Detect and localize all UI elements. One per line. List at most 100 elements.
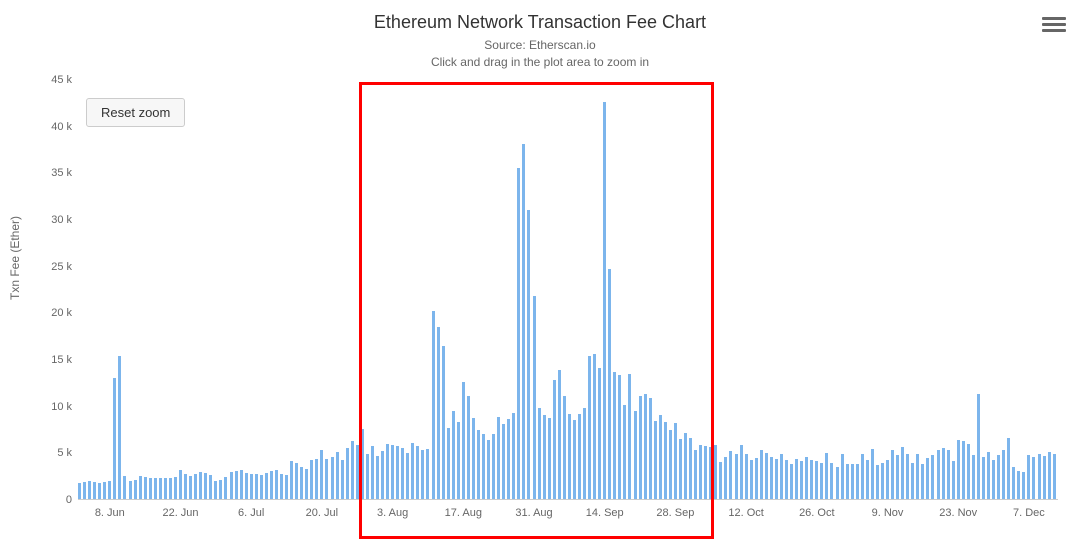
hamburger-menu-icon[interactable] xyxy=(1042,14,1066,34)
chart-bar[interactable] xyxy=(548,418,551,499)
chart-bar[interactable] xyxy=(588,356,591,499)
chart-bar[interactable] xyxy=(664,422,667,499)
chart-bar[interactable] xyxy=(699,445,702,499)
chart-bar[interactable] xyxy=(684,433,687,499)
chart-bar[interactable] xyxy=(719,462,722,499)
chart-bar[interactable] xyxy=(275,470,278,499)
chart-bar[interactable] xyxy=(876,465,879,499)
chart-bar[interactable] xyxy=(214,481,217,499)
chart-bar[interactable] xyxy=(881,463,884,499)
chart-bar[interactable] xyxy=(164,478,167,499)
chart-bar[interactable] xyxy=(967,444,970,499)
chart-bar[interactable] xyxy=(325,459,328,499)
chart-bar[interactable] xyxy=(366,454,369,499)
chart-bar[interactable] xyxy=(538,408,541,499)
chart-bar[interactable] xyxy=(669,430,672,499)
chart-bar[interactable] xyxy=(644,394,647,499)
chart-bar[interactable] xyxy=(957,440,960,499)
chart-bar[interactable] xyxy=(937,450,940,499)
chart-bar[interactable] xyxy=(851,464,854,499)
chart-bar[interactable] xyxy=(674,423,677,499)
chart-bar[interactable] xyxy=(346,448,349,499)
chart-bar[interactable] xyxy=(583,408,586,499)
chart-bar[interactable] xyxy=(371,446,374,499)
chart-bar[interactable] xyxy=(189,476,192,499)
chart-bar[interactable] xyxy=(1053,454,1056,499)
chart-bar[interactable] xyxy=(825,453,828,499)
chart-bar[interactable] xyxy=(603,102,606,499)
chart-bar[interactable] xyxy=(300,467,303,499)
chart-bar[interactable] xyxy=(179,470,182,499)
chart-bar[interactable] xyxy=(790,464,793,499)
chart-bar[interactable] xyxy=(522,144,525,499)
chart-bar[interactable] xyxy=(331,457,334,499)
chart-bar[interactable] xyxy=(1043,456,1046,499)
chart-bar[interactable] xyxy=(270,471,273,499)
chart-bar[interactable] xyxy=(1017,471,1020,499)
chart-bar[interactable] xyxy=(1048,452,1051,499)
chart-bar[interactable] xyxy=(947,450,950,499)
chart-bar[interactable] xyxy=(457,422,460,499)
chart-bar[interactable] xyxy=(795,459,798,499)
chart-bar[interactable] xyxy=(659,415,662,499)
chart-bar[interactable] xyxy=(204,473,207,499)
chart-bar[interactable] xyxy=(93,482,96,499)
chart-bar[interactable] xyxy=(1027,455,1030,499)
chart-bar[interactable] xyxy=(846,464,849,499)
chart-bar[interactable] xyxy=(891,450,894,499)
chart-bar[interactable] xyxy=(305,469,308,499)
chart-bar[interactable] xyxy=(184,474,187,499)
chart-bar[interactable] xyxy=(174,477,177,499)
chart-bar[interactable] xyxy=(861,454,864,499)
chart-bar[interactable] xyxy=(634,411,637,499)
chart-bar[interactable] xyxy=(341,460,344,499)
chart-bar[interactable] xyxy=(517,168,520,499)
chart-bar[interactable] xyxy=(462,382,465,499)
chart-bar[interactable] xyxy=(467,396,470,499)
chart-bar[interactable] xyxy=(810,460,813,499)
chart-bar[interactable] xyxy=(820,463,823,499)
chart-bar[interactable] xyxy=(608,269,611,499)
chart-bar[interactable] xyxy=(543,415,546,499)
chart-bar[interactable] xyxy=(194,474,197,499)
chart-bar[interactable] xyxy=(815,461,818,499)
chart-bar[interactable] xyxy=(472,418,475,499)
chart-bar[interactable] xyxy=(103,482,106,499)
chart-bar[interactable] xyxy=(320,450,323,499)
chart-bar[interactable] xyxy=(118,356,121,499)
chart-bar[interactable] xyxy=(568,414,571,499)
chart-bar[interactable] xyxy=(593,354,596,499)
chart-bar[interactable] xyxy=(245,473,248,499)
chart-bar[interactable] xyxy=(871,449,874,499)
chart-bar[interactable] xyxy=(280,474,283,499)
chart-bar[interactable] xyxy=(88,481,91,499)
chart-bar[interactable] xyxy=(381,451,384,499)
chart-bar[interactable] xyxy=(805,457,808,499)
chart-bar[interactable] xyxy=(800,461,803,499)
chart-bar[interactable] xyxy=(336,452,339,499)
chart-bar[interactable] xyxy=(492,434,495,499)
chart-bar[interactable] xyxy=(139,476,142,499)
chart-bar[interactable] xyxy=(785,460,788,499)
chart-bar[interactable] xyxy=(639,396,642,499)
chart-bar[interactable] xyxy=(507,419,510,499)
chart-bar[interactable] xyxy=(740,445,743,499)
chart-bar[interactable] xyxy=(235,471,238,499)
chart-bar[interactable] xyxy=(295,463,298,499)
chart-bar[interactable] xyxy=(1002,450,1005,499)
chart-bar[interactable] xyxy=(704,446,707,499)
chart-bar[interactable] xyxy=(750,460,753,499)
chart-bar[interactable] xyxy=(224,477,227,499)
chart-bar[interactable] xyxy=(886,460,889,499)
chart-bar[interactable] xyxy=(83,482,86,499)
plot-area[interactable]: 8. Jun22. Jun6. Jul20. Jul3. Aug17. Aug3… xyxy=(78,80,1058,525)
chart-bar[interactable] xyxy=(129,481,132,499)
chart-bar[interactable] xyxy=(260,475,263,499)
chart-bar[interactable] xyxy=(315,459,318,499)
chart-bar[interactable] xyxy=(310,460,313,499)
chart-bar[interactable] xyxy=(502,424,505,499)
chart-bar[interactable] xyxy=(901,447,904,499)
chart-bar[interactable] xyxy=(906,454,909,499)
chart-bar[interactable] xyxy=(497,417,500,499)
chart-bar[interactable] xyxy=(169,478,172,499)
